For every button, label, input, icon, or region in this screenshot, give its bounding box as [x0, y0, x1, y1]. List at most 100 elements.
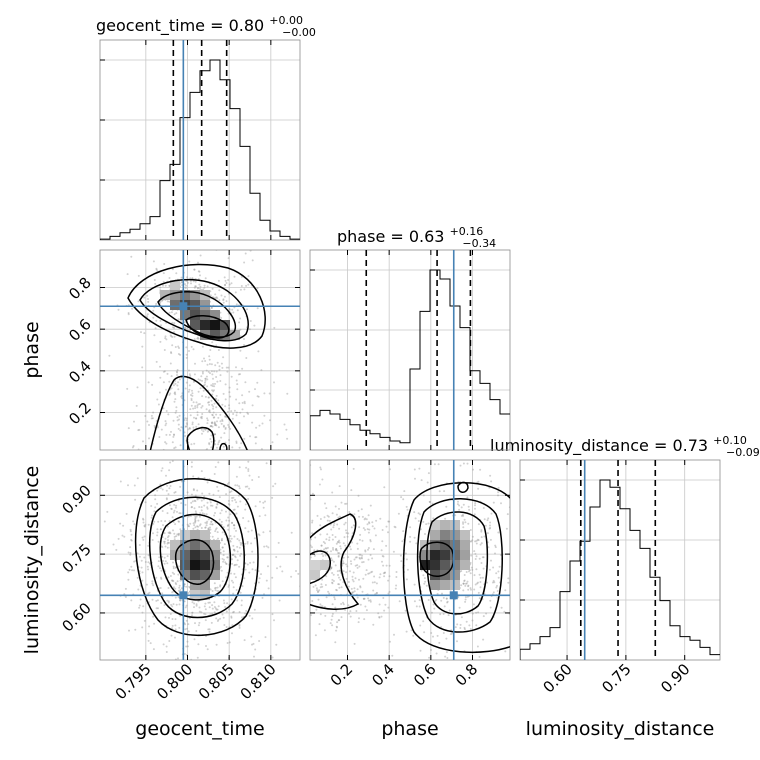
sample-point — [234, 498, 236, 501]
sample-point — [174, 618, 177, 621]
sample-point — [225, 610, 228, 613]
sample-point — [140, 566, 143, 569]
sample-point — [186, 276, 189, 279]
sample-point — [511, 470, 513, 472]
sample-point — [420, 479, 423, 482]
sample-point — [216, 297, 219, 300]
sample-point — [232, 586, 235, 589]
sample-point — [375, 592, 378, 595]
sample-point — [404, 552, 407, 555]
sample-point — [170, 375, 173, 378]
sample-point — [256, 395, 259, 398]
sample-point — [213, 606, 216, 608]
sample-point — [337, 583, 340, 586]
sample-point — [165, 442, 168, 445]
sample-point — [171, 627, 173, 630]
sample-point — [464, 521, 467, 524]
sample-point — [256, 307, 259, 310]
grid-1-0 — [100, 250, 300, 450]
sample-point — [271, 576, 274, 579]
sample-point — [331, 578, 334, 581]
sample-point — [248, 390, 251, 393]
sample-point — [361, 590, 364, 593]
sample-point — [132, 445, 135, 447]
sample-point — [235, 512, 238, 515]
sample-point — [173, 573, 176, 575]
sample-point — [273, 381, 275, 384]
sample-point — [425, 584, 428, 587]
sample-point — [208, 442, 211, 445]
sample-point — [475, 624, 478, 627]
sample-point — [191, 423, 194, 426]
sample-point — [359, 586, 362, 589]
sample-point — [403, 490, 406, 493]
sample-point — [469, 587, 472, 590]
sample-point — [189, 408, 192, 411]
sample-point — [158, 436, 161, 438]
sample-point — [274, 601, 276, 603]
sample-point — [344, 608, 347, 611]
sample-point — [490, 480, 493, 483]
sample-point — [207, 429, 210, 432]
sample-point — [228, 537, 231, 540]
sample-point — [295, 570, 297, 572]
sample-point — [222, 599, 225, 602]
sample-point — [152, 316, 155, 319]
sample-point — [173, 326, 176, 329]
sample-point — [204, 608, 207, 611]
sample-point — [254, 632, 256, 634]
sample-point — [265, 561, 267, 563]
density-cell — [170, 540, 180, 550]
sample-point — [146, 420, 149, 423]
sample-point — [232, 581, 235, 584]
sample-point — [488, 527, 491, 530]
sample-point — [287, 517, 289, 519]
sample-point — [428, 656, 431, 659]
sample-point — [141, 366, 144, 369]
sample-point — [360, 556, 363, 559]
sample-point — [351, 592, 354, 595]
sample-point — [251, 643, 253, 646]
sample-point — [423, 577, 426, 580]
sample-point — [161, 592, 164, 595]
ticks-1-1 — [310, 250, 473, 450]
sample-point — [244, 503, 247, 506]
sample-point — [243, 344, 245, 346]
sample-point — [462, 526, 465, 529]
sample-point — [197, 403, 200, 406]
sample-point — [204, 521, 207, 524]
sample-point — [193, 442, 196, 445]
sample-point — [471, 568, 474, 571]
sample-point — [188, 525, 190, 528]
sample-point — [209, 294, 212, 297]
sample-point — [358, 578, 360, 581]
sample-point — [252, 561, 255, 564]
sample-point — [267, 514, 269, 516]
sample-point — [369, 600, 372, 603]
sample-point — [170, 457, 172, 459]
sample-point — [349, 545, 351, 548]
sample-point — [250, 454, 252, 456]
sample-point — [173, 331, 176, 334]
sample-point — [358, 526, 361, 529]
sample-point — [327, 590, 330, 593]
sample-point — [445, 651, 448, 654]
sample-point — [303, 544, 305, 546]
sample-point — [227, 499, 230, 502]
sample-point — [419, 513, 422, 516]
sample-point — [238, 321, 241, 324]
sample-point — [208, 660, 210, 662]
sample-point — [157, 540, 160, 543]
sample-point — [324, 584, 327, 586]
density-pixels — [310, 520, 470, 590]
sample-point — [251, 568, 254, 571]
sample-point — [221, 546, 224, 549]
sample-point — [239, 317, 242, 320]
sample-point — [197, 337, 200, 340]
histogram-luminosity-distance — [520, 479, 720, 660]
sample-point — [168, 487, 171, 490]
sample-point — [339, 578, 342, 581]
sample-point — [127, 571, 130, 574]
sample-point — [230, 537, 233, 540]
sample-point — [176, 374, 178, 376]
